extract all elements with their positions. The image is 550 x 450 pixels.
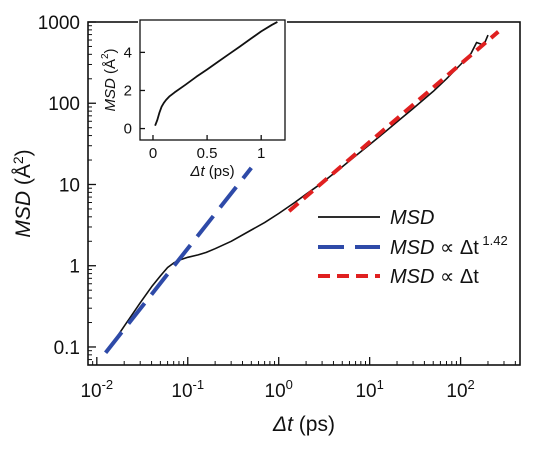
main-y-tick-label: 10	[59, 175, 80, 196]
main-series-line-0	[109, 34, 489, 348]
main-x-axis-title: Δt (ps)	[272, 413, 335, 436]
main-x-tick-label: 10-1	[171, 377, 204, 402]
main-x-tick-label: 102	[446, 377, 474, 402]
main-y-tick-label: 100	[48, 94, 80, 115]
main-x-tick-label: 101	[355, 377, 383, 402]
legend-label-2: MSD ∝ Δt	[390, 266, 479, 288]
main-x-tick-label: 100	[265, 377, 293, 402]
main-y-tick-label: 0.1	[54, 338, 80, 359]
main-series-line-1	[104, 166, 253, 354]
main-x-tick-label: 10-2	[80, 377, 113, 402]
inset-x-tick-label: 1	[257, 145, 265, 162]
legend-label-0: MSD	[390, 207, 434, 229]
legend: MSD MSD ∝ Δt 1.42 MSD ∝ Δt	[318, 207, 508, 288]
main-y-tick-label: 1000	[38, 13, 80, 34]
inset-x-axis-title: Δt (ps)	[189, 163, 234, 180]
inset-plot: 0 0.5 1 0 2 4 Δt (ps) MSD (Å2)	[100, 18, 287, 180]
inset-x-tick-label: 0	[149, 145, 157, 162]
inset-y-tick-label: 2	[124, 82, 132, 99]
inset-plot-frame	[139, 19, 286, 141]
main-series-line-2	[287, 30, 500, 213]
main-plot-frame	[87, 21, 521, 366]
inset-y-tick-label: 4	[124, 44, 132, 61]
main-y-axis-title: MSD (Å2)	[10, 149, 35, 237]
main-y-tick-label: 1	[69, 257, 80, 278]
legend-label-1: MSD ∝ Δt 1.42	[390, 233, 508, 259]
inset-y-tick-label: 0	[124, 121, 132, 138]
inset-background	[138, 18, 287, 142]
inset-series-line-0	[154, 21, 278, 127]
inset-x-tick-label: 0.5	[197, 145, 218, 162]
inset-y-axis-title: MSD (Å2)	[100, 48, 119, 111]
